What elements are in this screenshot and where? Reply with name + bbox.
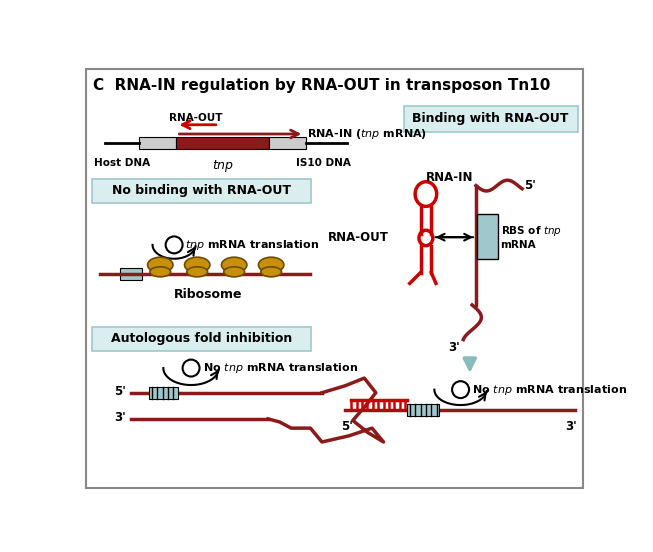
Bar xyxy=(477,214,498,259)
Text: $\it{tnp}$ mRNA translation: $\it{tnp}$ mRNA translation xyxy=(185,238,319,252)
FancyBboxPatch shape xyxy=(404,105,578,132)
Bar xyxy=(269,137,306,150)
Circle shape xyxy=(183,359,200,376)
Ellipse shape xyxy=(150,267,170,277)
FancyBboxPatch shape xyxy=(93,326,311,351)
Text: 3': 3' xyxy=(565,421,577,433)
Text: C  RNA-IN regulation by RNA-OUT in transposon Tn10: C RNA-IN regulation by RNA-OUT in transp… xyxy=(93,78,550,93)
Bar xyxy=(140,137,176,150)
Ellipse shape xyxy=(419,230,433,246)
Text: Autologous fold inhibition: Autologous fold inhibition xyxy=(111,332,293,346)
Ellipse shape xyxy=(415,182,437,206)
Text: −: − xyxy=(453,381,468,399)
Text: Ribosome: Ribosome xyxy=(174,288,242,301)
Ellipse shape xyxy=(187,267,208,277)
Text: Binding with RNA-OUT: Binding with RNA-OUT xyxy=(413,112,569,125)
Text: RNA-IN ($\it{tnp}$ mRNA): RNA-IN ($\it{tnp}$ mRNA) xyxy=(306,127,426,141)
Circle shape xyxy=(452,381,469,398)
Bar xyxy=(176,137,269,150)
Text: No $\it{tnp}$ mRNA translation: No $\it{tnp}$ mRNA translation xyxy=(472,383,628,397)
Text: Host DNA: Host DNA xyxy=(93,158,150,168)
Text: RNA-OUT: RNA-OUT xyxy=(169,113,223,123)
Text: −: − xyxy=(183,359,199,377)
Text: 5': 5' xyxy=(524,179,535,192)
Text: RBS of $\it{tnp}$
mRNA: RBS of $\it{tnp}$ mRNA xyxy=(501,224,562,250)
Bar xyxy=(407,404,439,416)
Ellipse shape xyxy=(185,257,210,273)
Text: 3': 3' xyxy=(114,411,125,424)
Ellipse shape xyxy=(261,267,281,277)
Text: No binding with RNA-OUT: No binding with RNA-OUT xyxy=(112,184,291,198)
Ellipse shape xyxy=(259,257,284,273)
Ellipse shape xyxy=(224,267,245,277)
Text: IS10 DNA: IS10 DNA xyxy=(296,158,351,168)
Text: No $\it{tnp}$ mRNA translation: No $\it{tnp}$ mRNA translation xyxy=(202,361,358,375)
Text: +: + xyxy=(168,237,180,252)
Bar xyxy=(149,386,178,399)
Text: $\it{tnp}$: $\it{tnp}$ xyxy=(212,158,234,174)
Ellipse shape xyxy=(221,257,247,273)
Text: RNA-IN: RNA-IN xyxy=(425,171,473,184)
Bar xyxy=(120,268,142,280)
Text: RNA-OUT: RNA-OUT xyxy=(328,231,389,245)
FancyBboxPatch shape xyxy=(86,70,583,488)
Ellipse shape xyxy=(148,257,173,273)
Text: 5': 5' xyxy=(114,385,125,397)
Text: 3': 3' xyxy=(449,341,460,354)
FancyBboxPatch shape xyxy=(93,179,311,203)
Circle shape xyxy=(166,236,183,253)
Text: 5': 5' xyxy=(342,421,353,433)
